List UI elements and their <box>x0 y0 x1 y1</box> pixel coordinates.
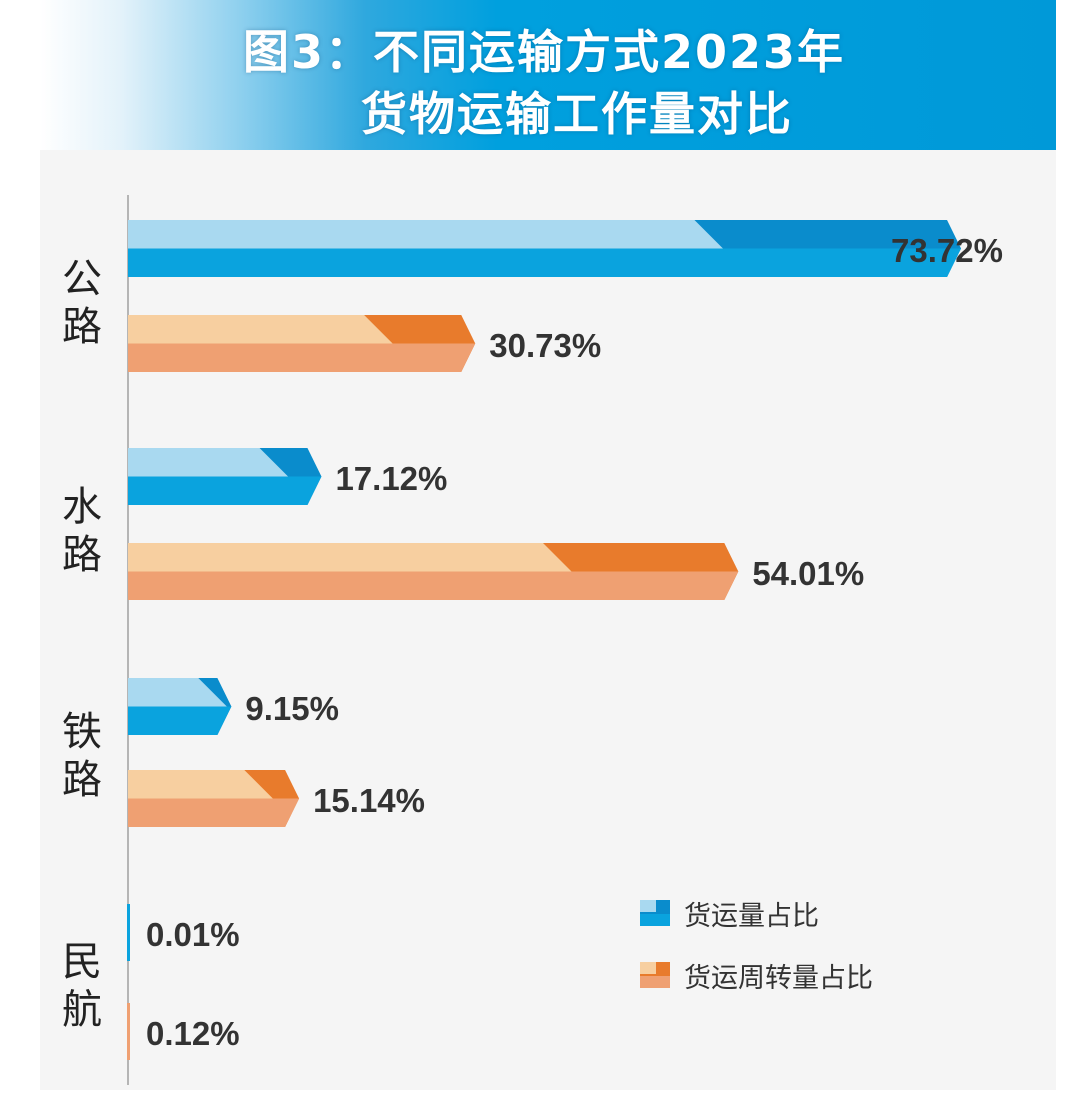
value-label-turnover-0: 30.73% <box>489 326 602 364</box>
legend-swatch-blue <box>640 900 670 926</box>
chart-title-line2: 货物运输工作量对比 <box>361 87 793 141</box>
legend-item-turnover: 货运周转量占比 <box>640 958 873 994</box>
legend-label-volume: 货运量占比 <box>684 900 819 932</box>
bar-volume-2 <box>128 678 232 735</box>
chart-title-line1: 图3：不同运输方式2023年 <box>242 25 846 79</box>
value-label-volume-2: 9.15% <box>245 689 339 727</box>
bar-volume-1 <box>128 448 322 505</box>
category-label-1: 水路 <box>62 484 102 578</box>
title-banner: 图3：不同运输方式2023年 货物运输工作量对比 <box>40 0 1056 150</box>
bar-volume-0 <box>128 220 962 277</box>
bar-turnover-0 <box>128 315 476 372</box>
bar-turnover-2 <box>128 770 300 827</box>
legend: 货运量占比 货运周转量占比 <box>640 896 873 1020</box>
bar-turnover-3 <box>127 1003 130 1060</box>
chart-area <box>40 150 1056 1090</box>
category-label-3: 民航 <box>62 939 102 1033</box>
bar-turnover-1 <box>128 543 739 600</box>
category-label-2: 铁路 <box>62 709 102 803</box>
value-label-volume-3: 0.01% <box>146 915 240 953</box>
legend-swatch-orange <box>640 962 670 988</box>
value-label-turnover-1: 54.01% <box>752 554 865 592</box>
value-label-volume-1: 17.12% <box>335 459 448 497</box>
value-label-turnover-3: 0.12% <box>146 1014 240 1052</box>
legend-item-volume: 货运量占比 <box>640 896 873 932</box>
category-label-0: 公路 <box>62 256 102 350</box>
bar-volume-3 <box>127 904 130 961</box>
value-label-volume-0: 73.72% <box>891 231 1003 269</box>
value-label-turnover-2: 15.14% <box>313 781 426 819</box>
legend-label-turnover: 货运周转量占比 <box>684 962 873 994</box>
